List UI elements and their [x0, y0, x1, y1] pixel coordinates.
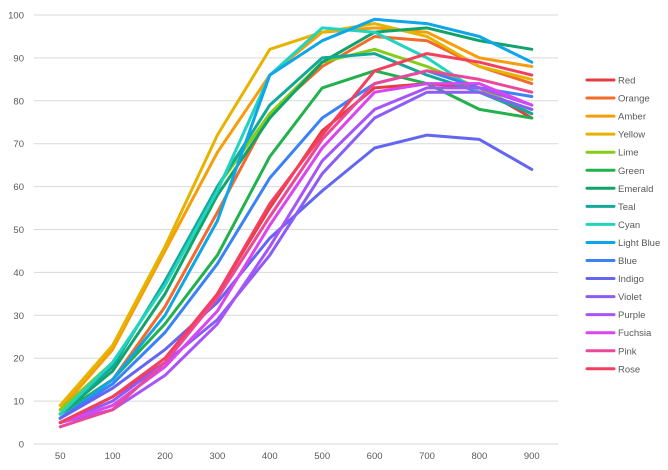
series-line-amber — [58, 26, 534, 412]
legend-item: Rose — [585, 364, 640, 375]
series-line-purple — [58, 86, 534, 425]
series-line-light-blue — [58, 17, 534, 420]
y-tick-label: 40 — [13, 268, 24, 279]
y-axis: 0 10 20 30 40 50 60 70 80 90 100 — [8, 11, 24, 451]
y-tick-label: 0 — [19, 440, 24, 451]
legend-item: Light Blue — [585, 238, 660, 249]
x-axis: 50 100 200 300 400 500 600 700 800 900 — [55, 451, 540, 462]
y-tick-label: 70 — [13, 139, 24, 150]
legend-item: Blue — [585, 256, 637, 267]
legend: Red Orange Amber Yellow Lime Green Emerald Teal… — [585, 76, 660, 375]
y-tick-label: 60 — [13, 182, 24, 193]
legend-item: Green — [585, 166, 644, 177]
legend-label: Rose — [618, 364, 640, 375]
legend-label: Teal — [618, 202, 635, 213]
legend-label: Light Blue — [618, 238, 660, 249]
y-tick-label: 80 — [13, 96, 24, 107]
y-tick-label: 90 — [13, 53, 24, 64]
legend-item: Red — [585, 76, 635, 87]
x-tick-label: 50 — [55, 451, 66, 462]
legend-label: Purple — [618, 310, 645, 321]
legend-label: Cyan — [618, 220, 640, 231]
x-tick-label: 700 — [419, 451, 435, 462]
x-tick-label: 200 — [157, 451, 173, 462]
legend-item: Cyan — [585, 220, 640, 231]
legend-label: Pink — [618, 346, 637, 357]
legend-label: Amber — [618, 112, 646, 123]
legend-item: Amber — [585, 112, 646, 123]
legend-label: Red — [618, 76, 635, 87]
legend-item: Emerald — [585, 184, 653, 195]
x-tick-label: 800 — [471, 451, 487, 462]
y-tick-label: 100 — [8, 11, 24, 22]
series-line-yellow — [58, 22, 534, 407]
y-tick-label: 20 — [13, 354, 24, 365]
legend-label: Yellow — [618, 130, 645, 141]
x-tick-label: 500 — [314, 451, 330, 462]
legend-item: Yellow — [585, 130, 645, 141]
legend-item: Orange — [585, 94, 650, 105]
legend-item: Violet — [585, 292, 642, 303]
series-line-fuchsia — [58, 82, 534, 425]
y-tick-label: 10 — [13, 397, 24, 408]
y-tick-label: 30 — [13, 311, 24, 322]
legend-label: Emerald — [618, 184, 653, 195]
y-tick-label: 50 — [13, 225, 24, 236]
legend-item: Fuchsia — [585, 328, 652, 339]
series-line-blue — [58, 69, 534, 420]
series-line-green — [58, 69, 534, 416]
series-line-pink — [58, 69, 534, 429]
legend-label: Violet — [618, 292, 642, 303]
legend-item: Pink — [585, 346, 637, 357]
series-lines — [58, 17, 534, 429]
legend-label: Orange — [618, 94, 650, 105]
legend-item: Lime — [585, 148, 639, 159]
x-tick-label: 300 — [209, 451, 225, 462]
series-line-rose — [58, 52, 534, 425]
series-line-red — [58, 82, 534, 425]
x-tick-label: 900 — [524, 451, 540, 462]
legend-item: Teal — [585, 202, 635, 213]
legend-label: Green — [618, 166, 644, 177]
series-line-emerald — [58, 26, 534, 416]
legend-label: Blue — [618, 256, 637, 267]
legend-item: Purple — [585, 310, 645, 321]
series-line-violet — [58, 90, 534, 425]
legend-label: Fuchsia — [618, 328, 652, 339]
x-tick-label: 600 — [367, 451, 383, 462]
x-tick-label: 400 — [262, 451, 278, 462]
legend-item: Indigo — [585, 274, 644, 285]
legend-label: Indigo — [618, 274, 644, 285]
x-tick-label: 100 — [105, 451, 121, 462]
legend-label: Lime — [618, 148, 639, 159]
